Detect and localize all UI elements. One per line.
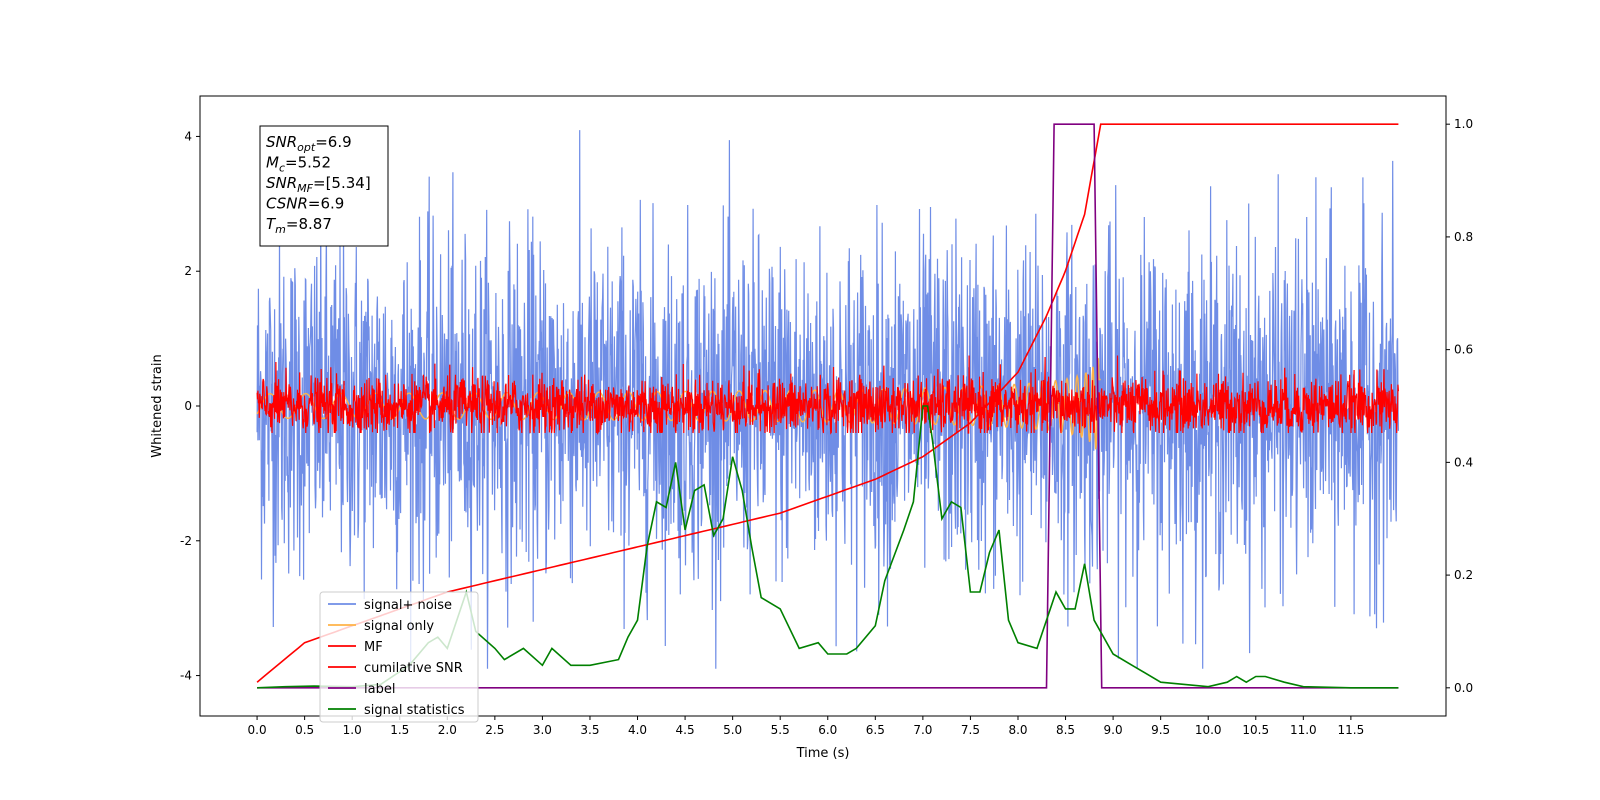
- y-left-tick-label: 2: [184, 264, 192, 278]
- legend-frame: [319, 591, 479, 723]
- annotation-symbol: SNR: [266, 133, 297, 151]
- legend-label: label: [364, 682, 395, 697]
- annotation-line: SNRMF=[5.34]: [266, 174, 371, 195]
- x-tick-label: 0.5: [295, 723, 314, 737]
- x-tick-label: 10.5: [1242, 723, 1269, 737]
- annotation-value: =6.9: [308, 195, 344, 213]
- annotation-subscript: m: [275, 223, 286, 236]
- x-tick-label: 1.5: [390, 723, 409, 737]
- legend-label: signal statistics: [364, 703, 465, 718]
- series-line: [256, 355, 1399, 436]
- x-tick-label: 11.5: [1338, 723, 1365, 737]
- annotation-symbol: CSNR: [266, 195, 308, 213]
- annotation-value: =6.9: [315, 133, 351, 151]
- x-axis-label: Time (s): [796, 746, 850, 761]
- x-tick-label: 1.0: [343, 723, 362, 737]
- y-left-tick-label: -4: [180, 669, 192, 683]
- legend-label: MF: [364, 640, 383, 655]
- y-axis-left: -4 -2 0 2 4: [180, 129, 200, 683]
- y-right-tick-label: 0.6: [1454, 343, 1473, 357]
- x-tick-label: 10.0: [1195, 723, 1222, 737]
- y-right-tick-label: 0.0: [1454, 681, 1473, 695]
- x-tick-label: 6.0: [818, 723, 837, 737]
- y-left-tick-label: -2: [180, 534, 192, 548]
- y-right-tick-label: 1.0: [1454, 117, 1473, 131]
- x-tick-label: 0.0: [248, 723, 267, 737]
- annotation-line: SNRopt=6.9: [266, 133, 352, 154]
- legend-label: signal only: [364, 619, 434, 634]
- y-right-tick-label: 0.8: [1454, 230, 1473, 244]
- legend: signal+ noise signal only MF cumilative SNR…: [319, 591, 479, 723]
- x-axis: 0.0 0.5 1.0 1.5 2.0 2.5 3.0 3.5 4.0 4.5 5.0 5.5 6.0 6…: [248, 716, 1365, 737]
- annotation-value: =[5.34]: [313, 174, 371, 192]
- x-tick-label: 9.0: [1104, 723, 1123, 737]
- y-axis-label: Whitened strain: [150, 354, 165, 457]
- x-tick-label: 7.0: [913, 723, 932, 737]
- y-left-tick-label: 4: [184, 129, 192, 143]
- x-tick-label: 8.5: [1056, 723, 1075, 737]
- annotation-symbol: T: [266, 215, 277, 233]
- annotation-symbol: SNR: [266, 174, 297, 192]
- y-left-tick-label: 0: [184, 399, 192, 413]
- x-tick-label: 5.0: [723, 723, 742, 737]
- annotation-line: Mc=5.52: [266, 154, 331, 175]
- annotation-box: SNRopt=6.9Mc=5.52SNRMF=[5.34]CSNR=6.9Tm=…: [259, 125, 389, 247]
- x-tick-label: 2.0: [438, 723, 457, 737]
- annotation-frame: [259, 125, 389, 247]
- y-right-tick-label: 0.4: [1454, 455, 1473, 469]
- x-tick-label: 11.0: [1290, 723, 1317, 737]
- annotation-line: CSNR=6.9: [266, 195, 344, 213]
- x-tick-label: 3.5: [580, 723, 599, 737]
- x-tick-label: 5.5: [771, 723, 790, 737]
- y-right-tick-label: 0.2: [1454, 568, 1473, 582]
- series-line: [257, 405, 1399, 689]
- x-tick-label: 3.0: [533, 723, 552, 737]
- x-tick-label: 9.5: [1151, 723, 1170, 737]
- legend-label: cumilative SNR: [364, 661, 463, 676]
- annotation-subscript: MF: [297, 182, 313, 195]
- annotation-value: =8.87: [286, 215, 332, 233]
- x-tick-label: 4.0: [628, 723, 647, 737]
- y-axis-right: 0.0 0.2 0.4 0.6 0.8 1.0: [1446, 117, 1473, 695]
- annotation-line: Tm=8.87: [266, 215, 332, 236]
- series-line: [257, 123, 1399, 689]
- legend-label: signal+ noise: [364, 598, 452, 613]
- x-tick-label: 4.5: [676, 723, 695, 737]
- annotation-value: =5.52: [285, 154, 331, 172]
- annotation-subscript: c: [279, 162, 285, 175]
- x-tick-label: 6.5: [866, 723, 885, 737]
- x-tick-label: 2.5: [485, 723, 504, 737]
- x-tick-label: 7.5: [961, 723, 980, 737]
- annotation-subscript: opt: [297, 141, 316, 154]
- x-tick-label: 8.0: [1008, 723, 1027, 737]
- annotation-symbol: M: [266, 154, 279, 172]
